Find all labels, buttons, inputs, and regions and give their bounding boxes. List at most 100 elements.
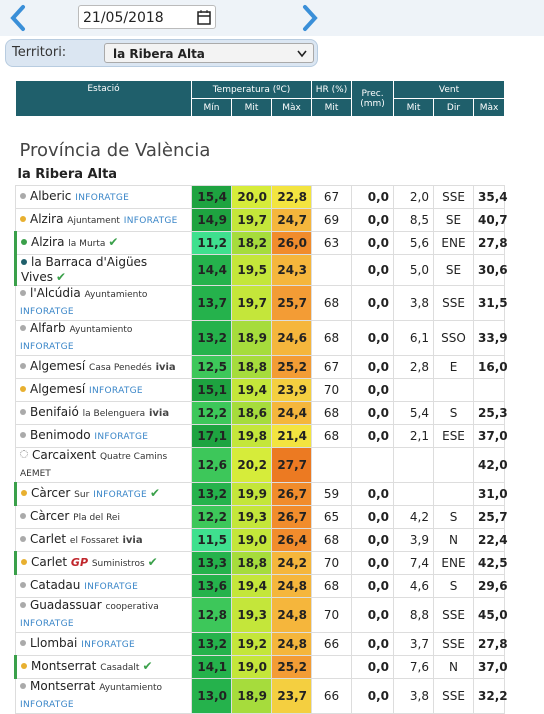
station-row[interactable]: Carlet el Fossaret ivia 11,5 19,0 26,4 68 0,0… — [15, 528, 508, 552]
value-cell: 19,3 — [231, 597, 272, 633]
status-dot — [20, 512, 26, 519]
station-inforatge: INFORATGE — [93, 489, 147, 500]
value-cell: 13,7 — [191, 285, 232, 321]
value-cell: 2,0 — [393, 185, 434, 209]
value-cell: 22,8 — [271, 185, 312, 209]
station-row[interactable]: Benifaió la Belenguera ivia 12,2 18,6 24,4 6… — [15, 401, 508, 425]
station-note: la Murta — [68, 238, 106, 249]
previous-day[interactable] — [8, 4, 28, 32]
station-note: el Fossaret — [69, 535, 119, 546]
status-dot — [20, 215, 26, 222]
value-cell: S — [433, 574, 474, 598]
status-dot — [20, 639, 26, 646]
value-cell: 19,7 — [231, 285, 272, 321]
value-cell: 0,0 — [351, 424, 394, 448]
territory-select[interactable]: la Ribera Alta — [104, 43, 314, 63]
value-cell: 24,6 — [271, 320, 312, 356]
station-row[interactable]: Algemesí Casa Penedés ivia 12,5 18,8 25,2 67… — [15, 355, 508, 379]
station-note: Ayuntamiento — [99, 683, 163, 693]
sub-header: Màx — [473, 98, 505, 117]
status-dot — [21, 238, 27, 245]
station-row[interactable]: Alzira la Murta ✔ 11,2 18,2 26,0 63 0,0 5,6 ENE 2… — [14, 231, 508, 255]
value-cell: 20,0 — [231, 185, 272, 209]
station-row[interactable]: Benimodo INFORATGE 17,1 19,8 21,4 68 0,0 2,1 ES… — [15, 424, 508, 448]
station-name: Catadau — [30, 577, 81, 592]
value-cell: 2,8 — [393, 355, 434, 379]
sub-header: Mit — [231, 98, 272, 117]
station-row[interactable]: Càrcer Sur INFORATGE ✔ 13,2 19,9 26,7 59 0,0 31… — [14, 482, 508, 506]
value-cell: 22,4 — [473, 528, 508, 552]
station-cell: Llombai INFORATGE — [15, 632, 192, 656]
station-row[interactable]: Alfarb Ayuntamiento INFORATGE 13,2 18,9 24,… — [15, 320, 508, 356]
station-row[interactable]: Guadassuar cooperativa INFORATGE 12,8 19,3… — [15, 597, 508, 633]
status-dot — [20, 683, 26, 689]
station-row[interactable]: la Barraca d'Aigües Vives ✔ 14,4 19,5 24,3 0,… — [14, 254, 508, 286]
value-cell: 42,0 — [473, 447, 508, 483]
province-row: Província de València — [16, 117, 505, 164]
value-cell: 24,3 — [271, 254, 312, 286]
station-row[interactable]: Montserrat Ayuntamiento INFORATGE 13,0 18,… — [15, 678, 508, 714]
date-input[interactable]: 21/05/2018 — [78, 5, 216, 29]
value-cell: 19,4 — [231, 378, 272, 402]
station-name: Alfarb — [30, 321, 66, 335]
value-cell: 16,0 — [473, 355, 508, 379]
value-cell: 0,0 — [351, 401, 394, 425]
station-note: Sur — [74, 489, 90, 500]
value-cell: 7,4 — [393, 551, 434, 575]
value-cell: 26,0 — [271, 231, 312, 255]
station-row[interactable]: Càrcer Pla del Rei 12,2 19,3 26,7 65 0,0 4,2 S 2… — [15, 505, 508, 529]
value-cell: 19,8 — [231, 424, 272, 448]
station-row[interactable]: Montserrat Casadalt ✔ 14,1 19,0 25,2 0,0 7,6 N 3… — [14, 655, 508, 679]
station-note: Suministros — [91, 558, 145, 569]
station-gp: GP — [70, 555, 89, 569]
value-cell: ESE — [433, 424, 474, 448]
value-cell: 69 — [311, 208, 352, 232]
station-note: la Belenguera — [82, 408, 146, 419]
station-row[interactable]: Alberic INFORATGE 15,4 20,0 22,8 67 0,0 2,0 SSE… — [15, 185, 508, 209]
station-inforatge: INFORATGE — [89, 385, 143, 396]
station-cell: Alzira Ajuntament INFORATGE — [15, 208, 192, 232]
value-cell — [351, 447, 394, 483]
check-icon: ✔ — [108, 234, 119, 249]
value-cell: 14,1 — [191, 655, 232, 679]
value-cell: 4,2 — [393, 505, 434, 529]
region-title: la Ribera Alta — [15, 163, 505, 186]
value-cell: 24,8 — [271, 597, 312, 633]
value-cell: 66 — [311, 678, 352, 714]
value-cell: 0,0 — [351, 254, 394, 286]
station-row[interactable]: Algemesí INFORATGE 15,1 19,4 23,9 70 0,0 — [15, 378, 505, 402]
value-cell: 25,2 — [271, 355, 312, 379]
value-cell: N — [433, 655, 474, 679]
check-icon: ✔ — [56, 270, 67, 284]
station-inforatge: INFORATGE — [75, 192, 130, 203]
station-row[interactable]: Alzira Ajuntament INFORATGE 14,9 19,7 24,7 6… — [15, 208, 508, 232]
value-cell: 27,8 — [473, 632, 508, 656]
station-cell: Benimodo INFORATGE — [15, 424, 192, 448]
station-name: Carcaixent — [32, 448, 97, 462]
station-ivia: ivia — [155, 361, 176, 373]
value-cell: 70 — [311, 551, 352, 575]
next-day[interactable] — [300, 4, 320, 32]
value-cell: 8,5 — [393, 208, 434, 232]
value-cell: 18,8 — [231, 551, 272, 575]
station-cell: Montserrat Ayuntamiento INFORATGE — [15, 678, 192, 714]
date-bar: 21/05/2018 — [0, 0, 544, 36]
value-cell: 26,7 — [271, 505, 312, 529]
sub-header: Mín — [191, 98, 232, 117]
value-cell: 14,9 — [191, 208, 232, 232]
station-row[interactable]: Llombai INFORATGE 13,2 19,2 24,8 66 0,0 3,7 SSE… — [15, 632, 508, 656]
station-row[interactable]: Carcaixent Quatre Camins AEMET 12,6 20,2 27… — [15, 447, 508, 483]
value-cell: 5,4 — [393, 401, 434, 425]
station-row[interactable]: Carlet GP Suministros ✔ 13,3 18,8 24,2 70 0,0 7… — [14, 551, 508, 575]
value-cell: 68 — [311, 528, 352, 552]
station-row[interactable]: Catadau INFORATGE 13,6 19,4 24,8 68 0,0 4,6 S 29… — [15, 574, 508, 598]
value-cell — [393, 447, 434, 483]
value-cell: 68 — [311, 320, 352, 356]
value-cell: 18,2 — [231, 231, 272, 255]
value-cell: 25,7 — [473, 505, 508, 529]
value-cell: 24,8 — [271, 574, 312, 598]
value-cell: 19,5 — [231, 254, 272, 286]
status-dot — [20, 450, 28, 458]
value-cell: 0,0 — [351, 528, 394, 552]
station-row[interactable]: l'Alcúdia Ayuntamiento INFORATGE 13,7 19,7… — [15, 285, 508, 321]
